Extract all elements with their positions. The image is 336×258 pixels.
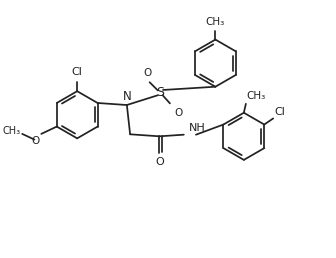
- Text: O: O: [174, 108, 182, 118]
- Text: S: S: [156, 86, 164, 99]
- Text: N: N: [123, 90, 131, 103]
- Text: O: O: [32, 135, 40, 146]
- Text: CH₃: CH₃: [3, 126, 21, 136]
- Text: Cl: Cl: [72, 67, 83, 77]
- Text: CH₃: CH₃: [246, 91, 265, 101]
- Text: O: O: [155, 157, 164, 167]
- Text: CH₃: CH₃: [206, 17, 225, 27]
- Text: Cl: Cl: [275, 107, 286, 117]
- Text: O: O: [143, 68, 151, 78]
- Text: NH: NH: [188, 124, 205, 133]
